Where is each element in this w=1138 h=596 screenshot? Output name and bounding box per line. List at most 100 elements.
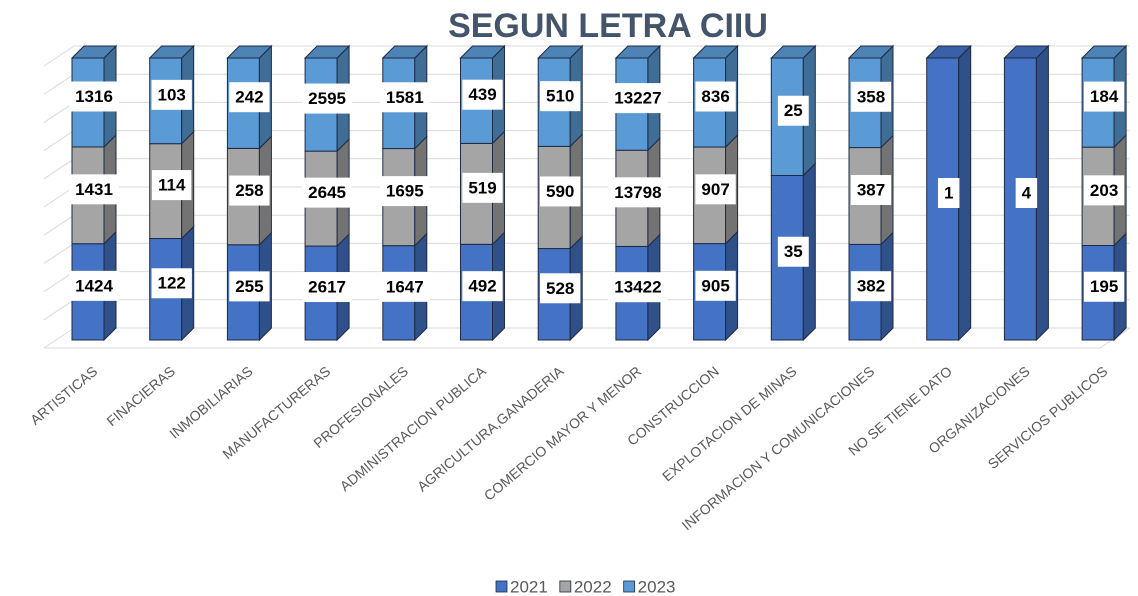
data-label-box [151,268,192,299]
data-label-box [695,174,736,205]
data-label: 1581 [386,88,424,107]
data-label-box [608,272,668,303]
data-label: 510 [546,87,574,106]
grid-line [43,271,75,293]
data-label: 203 [1090,181,1118,200]
data-label-box [302,272,353,303]
data-label-box [777,236,809,267]
legend-swatch [623,580,636,593]
data-label-box [379,82,430,113]
bar-side [1035,44,1049,342]
data-label-box [462,172,503,203]
data-label: 4 [1022,183,1032,202]
bar-top [614,45,662,59]
data-label-box [540,81,581,112]
data-label-box [777,95,809,126]
data-label: 2595 [308,89,346,108]
data-label: 1 [944,183,953,202]
grid-line [43,327,75,349]
data-label: 519 [468,178,496,197]
bar-top [925,45,972,59]
data-label: 242 [235,88,263,107]
legend-label: 2023 [638,577,676,596]
data-label-box [229,175,270,206]
grid-line [43,186,75,208]
data-label: 1431 [75,180,113,199]
data-label-box [1015,178,1038,208]
data-label-box [1083,175,1125,206]
data-label: 13798 [614,183,661,202]
data-label: 439 [468,85,496,104]
data-label-box [937,178,960,208]
data-label: 492 [468,277,496,296]
grid-line [43,73,75,95]
data-label: 258 [235,181,263,200]
bar-top [459,45,506,59]
data-label-box [229,82,270,113]
data-label: 590 [546,182,574,201]
data-label-box [1083,271,1125,302]
x-tick-label: FINACIERAS [103,363,178,429]
legend-swatch [495,580,508,593]
bar-top [381,45,429,59]
data-label: 35 [784,242,803,261]
grid-line [43,130,75,152]
bar-top [303,45,351,59]
data-label: 114 [158,176,186,195]
data-label: 195 [1090,277,1118,296]
x-tick-label: AGRICULTURA,GANADERIA [414,362,567,494]
data-label: 1647 [386,277,424,296]
data-label-box [850,271,892,302]
data-label: 1695 [386,182,424,201]
bar [770,44,817,177]
data-label: 905 [701,276,729,295]
data-label-box [695,270,736,301]
data-label: 255 [235,277,263,296]
x-tick-label: COMERCIO MAYOR Y MENOR [481,363,644,504]
data-label: 1424 [75,276,113,295]
data-label-box [462,271,503,302]
data-label: 25 [784,101,803,120]
data-label-box [69,81,119,112]
data-label: 1316 [75,87,113,106]
data-label: 387 [857,180,885,199]
data-label: 2617 [308,278,346,297]
bar-top [847,45,895,59]
legend-label: 2021 [510,577,548,596]
data-label: 103 [158,85,186,104]
x-tick-label: ARTISTICAS [27,363,100,428]
data-label: 382 [857,277,885,296]
bar-top [770,45,817,59]
grid-line [43,158,75,180]
bar-top [692,45,739,59]
x-tick-label: ADMINISTRACION PUBLICA [337,362,490,494]
data-label-box [229,271,270,302]
bar-top [1003,45,1050,59]
data-label: 907 [701,180,729,199]
legend-swatch [559,580,572,593]
data-label-box [540,176,581,207]
data-label-box [151,79,192,110]
grid-line [43,101,75,123]
data-label-box [608,83,668,114]
grid-line [43,299,75,321]
data-label: 122 [158,274,186,293]
data-label-box [850,81,892,112]
bar [381,44,429,150]
data-label: 528 [546,279,574,298]
data-label-box [69,174,119,205]
data-label-box [608,177,668,208]
legend-label: 2022 [574,577,612,596]
data-label-box [379,271,430,302]
chart-title: SEGUN LETRA CIIU [448,7,768,45]
data-label: 2645 [308,183,346,202]
bar-top [70,45,118,59]
bar-top [148,45,195,59]
data-label-box [379,176,430,207]
data-label-box [695,81,736,112]
data-label-box [850,174,892,205]
data-label-box [302,177,353,208]
data-label-box [1083,81,1125,112]
data-label: 836 [701,87,729,106]
